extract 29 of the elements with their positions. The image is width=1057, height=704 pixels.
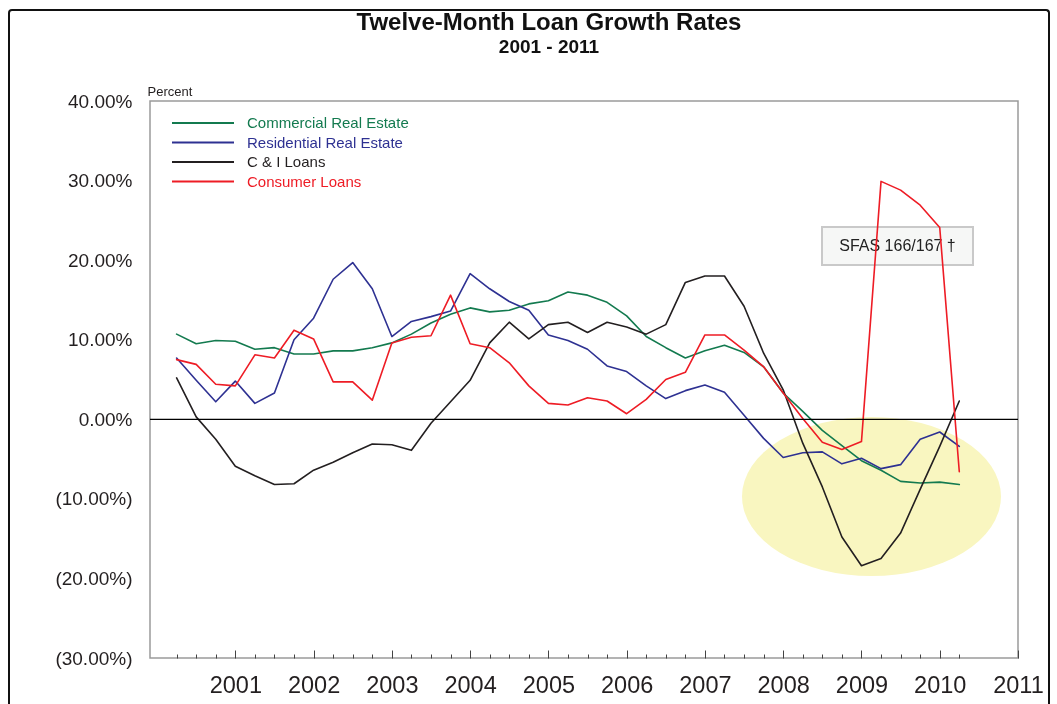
x-tick-label: 2011 — [993, 671, 1044, 698]
y-tick-label: 10.00% — [68, 329, 133, 351]
y-axis-title: Percent — [147, 83, 193, 99]
x-tick-label: 2009 — [835, 671, 889, 698]
y-tick-label: (30.00%) — [55, 647, 133, 669]
x-tick-label: 2007 — [679, 671, 732, 698]
y-tick-label: 40.00% — [68, 90, 133, 112]
y-tick-label: (20.00%) — [55, 567, 133, 589]
x-tick-label: 2006 — [601, 671, 654, 698]
x-tick-label: 2008 — [757, 671, 810, 698]
legend-label: Residential Real Estate — [247, 133, 403, 151]
line-series — [175, 261, 961, 470]
chart-subtitle: 2001 - 2011 — [498, 36, 600, 57]
line-series — [175, 275, 961, 567]
y-tick-label: 20.00% — [68, 249, 133, 271]
x-tick-label: 2001 — [209, 671, 262, 698]
legend-label: Consumer Loans — [247, 172, 362, 190]
legend-label: Commercial Real Estate — [247, 114, 409, 131]
x-tick-label: 2003 — [366, 671, 419, 698]
x-tick-label: 2010 — [914, 671, 967, 698]
legend-label: C & I Loans — [247, 153, 326, 170]
chart-title: Twelve-Month Loan Growth Rates — [356, 8, 742, 35]
y-tick-label: (10.00%) — [55, 488, 133, 510]
x-tick-label: 2004 — [444, 671, 497, 698]
line-series — [175, 291, 961, 486]
y-tick-label: 30.00% — [68, 170, 133, 192]
x-tick-label: 2005 — [522, 671, 576, 698]
y-tick-label: 0.00% — [78, 408, 133, 430]
x-tick-label: 2002 — [287, 671, 341, 698]
